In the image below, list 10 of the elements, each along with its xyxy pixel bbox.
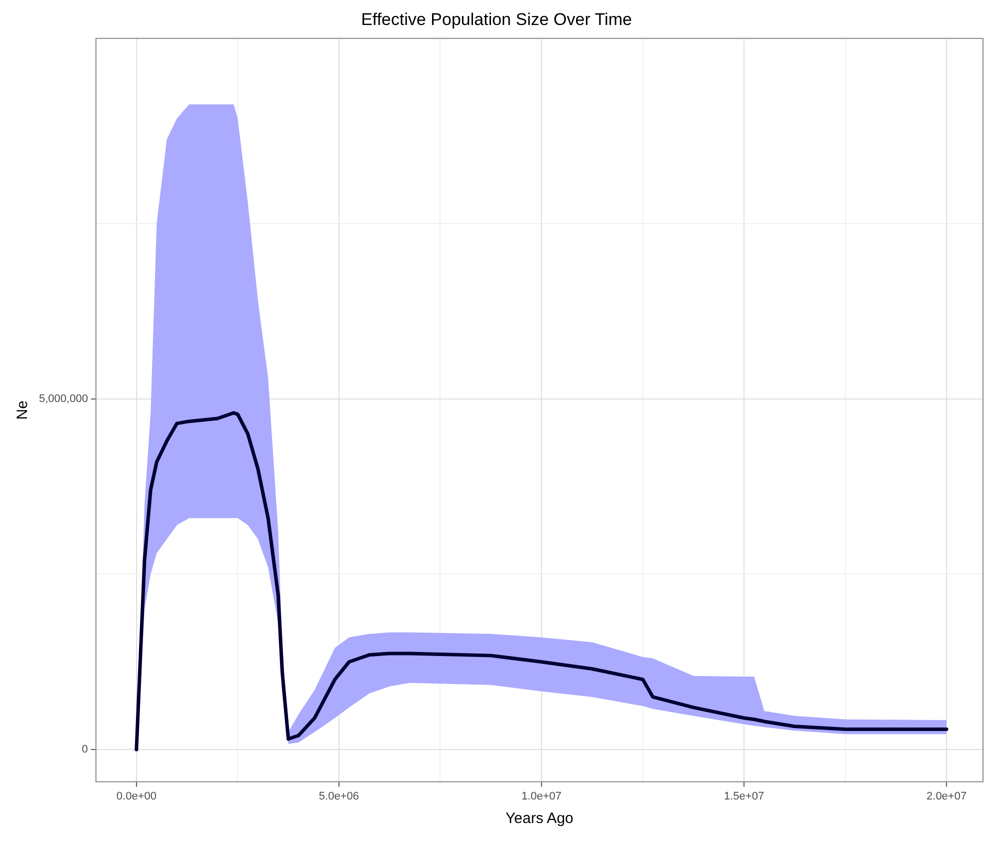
y-axis-title: Ne: [14, 400, 32, 420]
x-tick-label: 2.0e+07: [926, 790, 967, 802]
x-tick-label: 1.5e+07: [724, 790, 764, 802]
x-tick-label: 5.0e+06: [318, 790, 360, 802]
y-tick-label: 5,000,000: [39, 392, 88, 405]
chart-title: Effective Population Size Over Time: [361, 10, 632, 29]
x-tick-label: 1.0e+07: [521, 790, 562, 802]
y-tick-label: 0: [82, 744, 88, 756]
x-axis-title: Years Ago: [506, 810, 574, 828]
x-tick-label: 0.0e+00: [116, 790, 156, 802]
